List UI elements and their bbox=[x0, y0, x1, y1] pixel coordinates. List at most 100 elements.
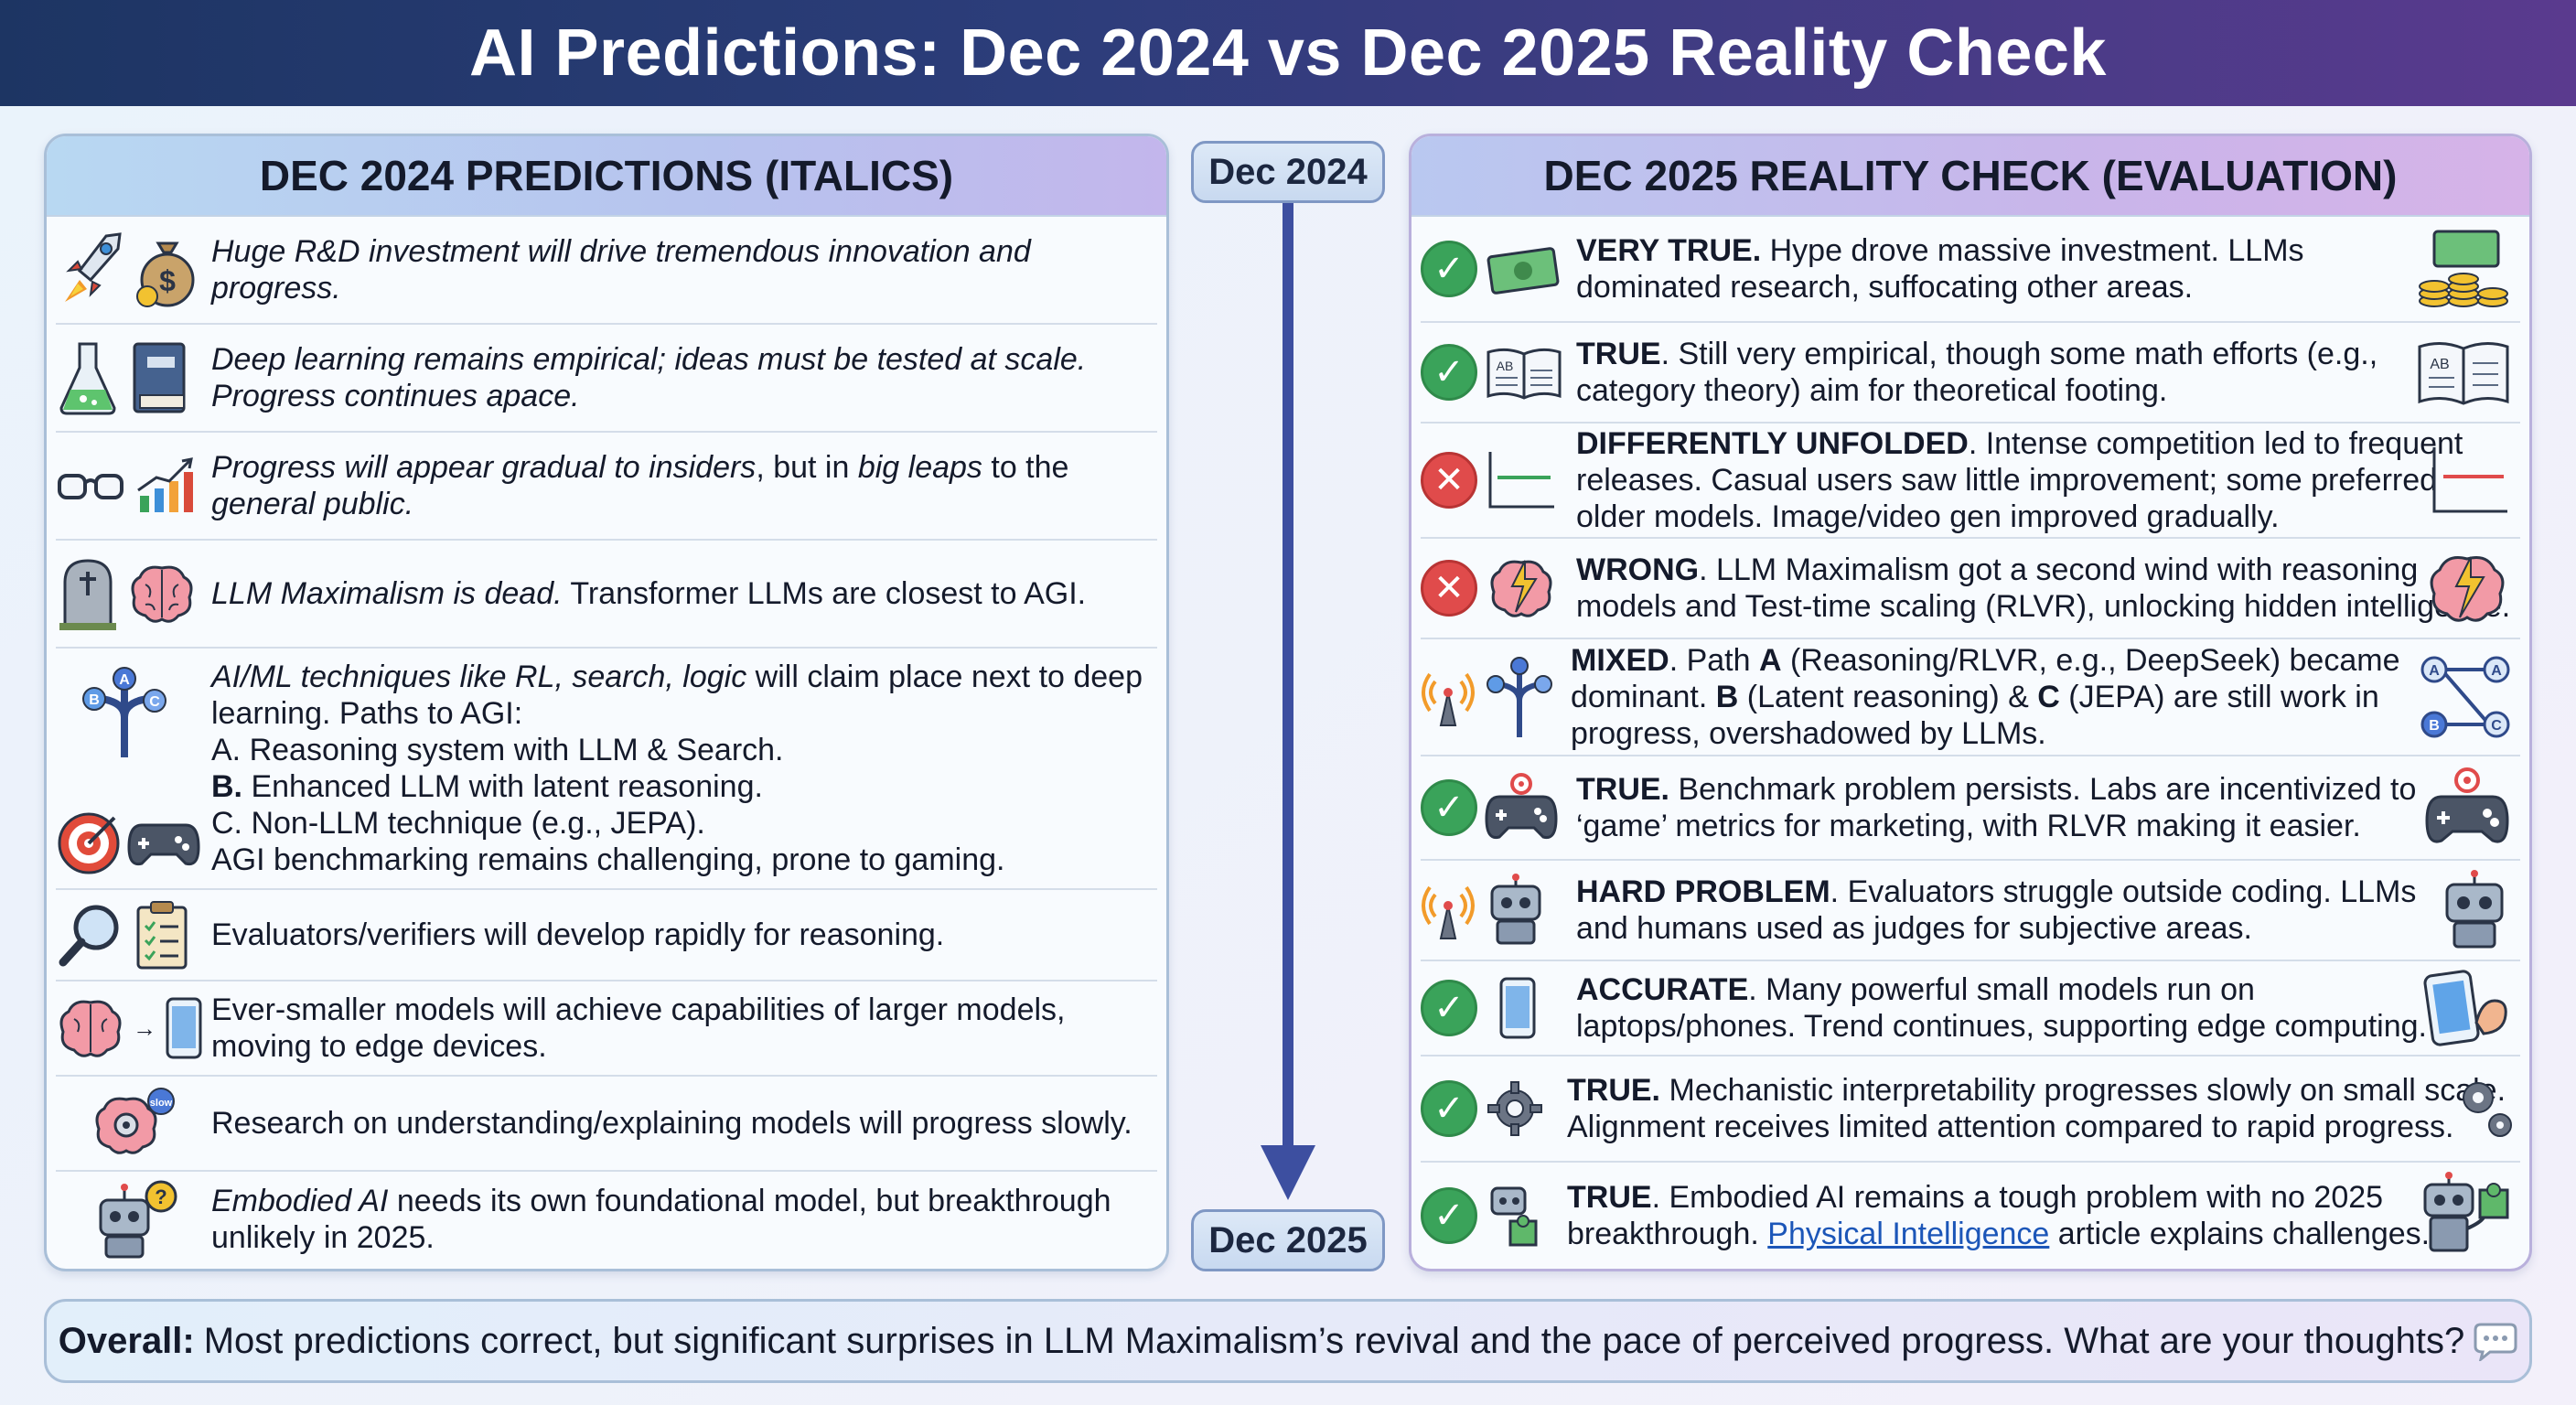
slow-badge: slow bbox=[150, 1098, 173, 1109]
evaluation-row: ✕ DIFFERENTLY UNFOLDED. Intense competit… bbox=[1421, 424, 2520, 539]
magnifier-icon bbox=[56, 900, 125, 970]
open-book-icon: AB bbox=[2416, 336, 2511, 409]
evaluation-row: ✓ AB TRUE. Still very empirical, though … bbox=[1421, 323, 2520, 424]
svg-text:$: $ bbox=[159, 264, 176, 297]
svg-text:A: A bbox=[119, 672, 130, 688]
evaluation-text: MIXED. Path A (Reasoning/RLVR, e.g., Dee… bbox=[1571, 643, 2400, 751]
title-bar: AI Predictions: Dec 2024 vs Dec 2025 Rea… bbox=[0, 0, 2576, 106]
path-tree-icon: A B C bbox=[74, 662, 175, 763]
evaluation-text: TRUE. Embodied AI remains a tough proble… bbox=[1567, 1180, 2431, 1251]
svg-text:C: C bbox=[2491, 718, 2502, 734]
evaluation-text: HARD PROBLEM. Evaluators struggle outsid… bbox=[1576, 874, 2417, 946]
svg-text:AB: AB bbox=[2430, 357, 2449, 372]
cash-icon bbox=[1485, 240, 1562, 298]
evaluation-text: ACCURATE. Many powerful small models run… bbox=[1576, 972, 2427, 1044]
rocket-icon bbox=[56, 229, 127, 311]
prediction-row: Deep learning remains empirical; ideas m… bbox=[56, 325, 1157, 433]
overall-summary: Overall: Most predictions correct, but s… bbox=[44, 1299, 2532, 1383]
gear-icon bbox=[1485, 1078, 1545, 1139]
gears-icon bbox=[2454, 1074, 2518, 1143]
predictions-header: DEC 2024 PREDICTIONS (ITALICS) bbox=[47, 136, 1166, 217]
timeline-start-label: Dec 2024 bbox=[1191, 141, 1385, 203]
prediction-row: → Ever-smaller models will achieve capab… bbox=[56, 981, 1157, 1077]
overall-label: Overall: bbox=[58, 1320, 195, 1361]
evaluation-text: TRUE. Benchmark problem persists. Labs a… bbox=[1576, 772, 2417, 843]
check-icon: ✓ bbox=[1421, 1080, 1477, 1137]
evaluation-row: ✓ TRUE. Mechanistic interpretability pro… bbox=[1421, 1056, 2520, 1163]
path-diagram-icon: A A B C bbox=[2420, 651, 2511, 743]
flat-line-green-icon bbox=[1485, 448, 1558, 512]
speech-bubble-icon bbox=[2474, 1321, 2517, 1361]
gamepad-target-icon bbox=[2423, 766, 2511, 850]
prediction-text: Deep learning remains empirical; ideas m… bbox=[211, 342, 1087, 413]
target-icon bbox=[56, 810, 122, 876]
check-icon: ✓ bbox=[1421, 779, 1477, 836]
book-icon bbox=[127, 338, 191, 417]
svg-text:AB: AB bbox=[1497, 359, 1514, 373]
svg-text:A: A bbox=[2429, 663, 2440, 679]
brain-icon bbox=[127, 561, 197, 627]
brain-lightning-icon bbox=[1485, 555, 1558, 621]
prediction-row: Evaluators/verifiers will develop rapidl… bbox=[56, 890, 1157, 981]
evaluation-row: HARD PROBLEM. Evaluators struggle outsid… bbox=[1421, 861, 2520, 961]
check-icon: ✓ bbox=[1421, 980, 1477, 1036]
robot-icon bbox=[1483, 874, 1549, 947]
timeline-end-label: Dec 2025 bbox=[1191, 1209, 1385, 1271]
evaluation-row: ✓ TRUE. Embodied AI remains a tough prob… bbox=[1421, 1163, 2520, 1269]
prediction-text: Huge R&D investment will drive tremendou… bbox=[211, 234, 1031, 306]
svg-text:B: B bbox=[2429, 718, 2440, 734]
gold-coins-icon bbox=[2416, 228, 2511, 310]
timeline-arrow bbox=[1261, 203, 1315, 1200]
svg-text:?: ? bbox=[155, 1185, 166, 1208]
prediction-row: ? Embodied AI needs its own foundational… bbox=[56, 1172, 1157, 1267]
signal-icon bbox=[1421, 665, 1476, 729]
cross-icon: ✕ bbox=[1421, 452, 1477, 509]
svg-text:C: C bbox=[149, 694, 160, 710]
predictions-panel: DEC 2024 PREDICTIONS (ITALICS) bbox=[44, 134, 1169, 1271]
check-icon: ✓ bbox=[1421, 344, 1477, 401]
phone-icon bbox=[1497, 975, 1538, 1041]
evaluation-text: WRONG. LLM Maximalism got a second wind … bbox=[1576, 552, 2511, 624]
gamepad-target-icon bbox=[1485, 771, 1558, 844]
svg-text:A: A bbox=[2491, 663, 2502, 679]
svg-text:B: B bbox=[89, 692, 100, 708]
prediction-row: LLM Maximalism is dead. Transformer LLMs… bbox=[56, 541, 1157, 649]
prediction-text: Embodied AI needs its own foundational m… bbox=[211, 1184, 1111, 1255]
page-title: AI Predictions: Dec 2024 vs Dec 2025 Rea… bbox=[469, 16, 2107, 90]
prediction-text: Ever-smaller models will achieve capabil… bbox=[211, 992, 1066, 1064]
prediction-text: Evaluators/verifiers will develop rapidl… bbox=[211, 917, 945, 952]
evaluations-header: DEC 2025 REALITY CHECK (EVALUATION) bbox=[1411, 136, 2529, 217]
robot-icon bbox=[2438, 870, 2511, 950]
signal-icon bbox=[1421, 878, 1476, 942]
evaluation-row: ✓ TRUE. Benchmark problem persists. Labs… bbox=[1421, 756, 2520, 861]
money-bag-icon: $ bbox=[134, 231, 200, 309]
path-tree-icon bbox=[1483, 653, 1556, 741]
prediction-text: AI/ML techniques like RL, search, logic … bbox=[211, 660, 1143, 877]
brain-lightning-icon bbox=[2423, 550, 2511, 627]
evaluation-text: DIFFERENTLY UNFOLDED. Intense competitio… bbox=[1576, 426, 2463, 534]
strong-phone-icon bbox=[2423, 968, 2511, 1048]
overall-text: Most predictions correct, but significan… bbox=[203, 1320, 2465, 1361]
robot-question-icon: ? bbox=[88, 1178, 179, 1260]
robot-puzzle-icon bbox=[1485, 1181, 1545, 1250]
prediction-text: LLM Maximalism is dead. Transformer LLMs… bbox=[211, 576, 1087, 611]
prediction-text: Research on understanding/explaining mod… bbox=[211, 1106, 1132, 1141]
brain-icon bbox=[56, 995, 125, 1061]
flask-icon bbox=[56, 337, 120, 419]
prediction-row: A B C bbox=[56, 649, 1157, 890]
growth-chart-icon bbox=[133, 454, 197, 518]
physical-intelligence-link[interactable]: Physical Intelligence bbox=[1767, 1217, 2050, 1251]
evaluation-row: MIXED. Path A (Reasoning/RLVR, e.g., Dee… bbox=[1421, 639, 2520, 756]
phone-icon bbox=[164, 995, 204, 1061]
robot-puzzle-icon bbox=[2416, 1172, 2517, 1260]
check-icon: ✓ bbox=[1421, 1187, 1477, 1244]
checklist-icon bbox=[133, 898, 191, 971]
open-book-icon: AB bbox=[1485, 343, 1563, 402]
prediction-text: Progress will appear gradual to insiders… bbox=[211, 450, 1069, 521]
evaluation-text: TRUE. Mechanistic interpretability progr… bbox=[1567, 1073, 2506, 1144]
flat-line-red-icon bbox=[2429, 444, 2511, 517]
evaluation-row: ✕ WRONG. LLM Maximalism got a second win… bbox=[1421, 539, 2520, 639]
cross-icon: ✕ bbox=[1421, 560, 1477, 617]
evaluation-text: TRUE. Still very empirical, though some … bbox=[1576, 337, 2378, 408]
evaluations-panel: DEC 2025 REALITY CHECK (EVALUATION) ✓ VE… bbox=[1409, 134, 2532, 1271]
